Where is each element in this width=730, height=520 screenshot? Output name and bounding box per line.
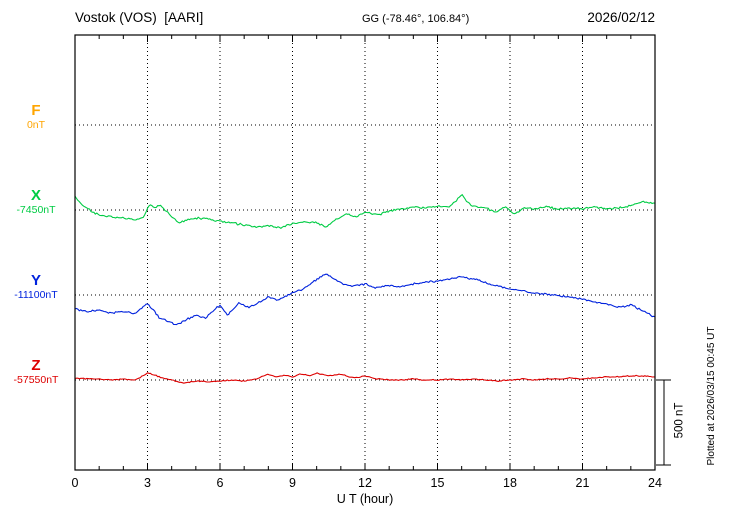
component-label-f: F 0nT	[2, 102, 70, 132]
x-tick-label: 9	[289, 476, 296, 490]
x-tick-label: 18	[503, 476, 517, 490]
x-tick-label: 21	[576, 476, 590, 490]
component-label-y: Y -11100nT	[2, 272, 70, 302]
geo-coordinates: GG (-78.46°, 106.84°)	[362, 13, 470, 25]
component-baseline-z: -57550nT	[13, 374, 59, 386]
component-name-f: F	[31, 102, 41, 119]
trace-X	[74, 193, 656, 229]
scale-bar-label: 500 nT	[673, 402, 686, 439]
plot-border	[74, 34, 656, 471]
component-label-z: Z -57550nT	[2, 357, 70, 387]
component-baseline-y: -11100nT	[14, 289, 58, 301]
component-name-x: X	[30, 187, 41, 204]
trace-Z	[74, 372, 656, 384]
plotted-at-note: Plotted at 2026/03/15 00:45 UT	[706, 326, 717, 466]
component-baseline-f: 0nT	[26, 119, 46, 131]
component-label-x: X -7450nT	[2, 187, 70, 217]
x-tick-label: 0	[72, 476, 79, 490]
component-name-y: Y	[30, 272, 41, 289]
x-tick-label: 3	[144, 476, 151, 490]
x-tick-label: 24	[648, 476, 662, 490]
component-name-z: Z	[31, 357, 41, 374]
x-axis-label: U T (hour)	[336, 492, 394, 506]
x-tick-label: 6	[217, 476, 224, 490]
component-baseline-x: -7450nT	[16, 204, 56, 216]
x-tick-label: 15	[431, 476, 445, 490]
trace-Y	[74, 273, 656, 326]
plot-date: 2026/02/12	[587, 10, 655, 25]
x-tick-label: 12	[358, 476, 372, 490]
station-title: Vostok (VOS) [AARI]	[75, 10, 204, 25]
